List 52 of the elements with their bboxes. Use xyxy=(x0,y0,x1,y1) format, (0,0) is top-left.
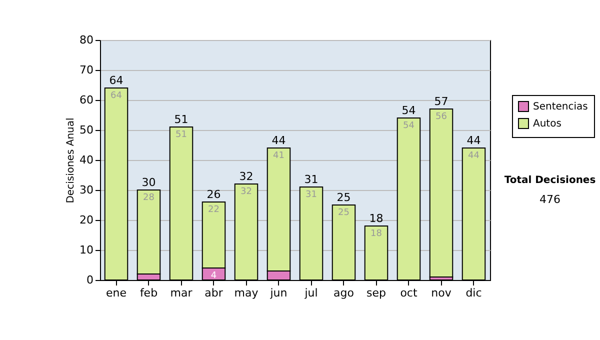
x-tick-label: feb xyxy=(140,286,158,300)
y-tick-label: 80 xyxy=(80,34,94,46)
x-tick-label: mar xyxy=(170,286,193,300)
data-label: 25 xyxy=(338,208,350,218)
total-label: 32 xyxy=(239,170,254,183)
data-label: 22 xyxy=(208,205,220,215)
y-tick-label: 40 xyxy=(80,154,94,166)
y-tick-label: 70 xyxy=(80,64,94,76)
x-tick-label: jun xyxy=(269,286,288,300)
x-tick-label: abr xyxy=(204,286,224,300)
y-tick-label: 10 xyxy=(80,244,94,256)
y-tick-label: 60 xyxy=(80,94,94,106)
total-label: 54 xyxy=(402,104,416,117)
y-tick-label: 0 xyxy=(86,274,94,286)
data-label: 18 xyxy=(370,229,382,239)
total-label: 51 xyxy=(174,113,188,126)
data-label: 4 xyxy=(210,271,217,281)
total-label: 31 xyxy=(304,173,318,186)
legend-label: Sentencias xyxy=(533,102,588,112)
total-label: 26 xyxy=(206,188,221,201)
total-label: 30 xyxy=(142,176,156,189)
total-label: 64 xyxy=(109,74,124,87)
x-tick-label: nov xyxy=(431,286,452,300)
text: 476 xyxy=(540,193,560,206)
total-label: 44 xyxy=(272,134,286,147)
x-tick-label: ago xyxy=(334,286,354,300)
x-tick-label: may xyxy=(234,286,259,300)
total-label: 18 xyxy=(369,212,384,225)
x-tick-label: ene xyxy=(106,286,127,300)
y-tick-label: 20 xyxy=(80,214,94,226)
data-label: 28 xyxy=(143,193,155,203)
data-label: 64 xyxy=(110,91,122,101)
x-tick-label: sep xyxy=(366,286,386,300)
data-label: 54 xyxy=(403,121,415,131)
y-axis-title: Decisiones Anual xyxy=(66,118,77,204)
data-label: 32 xyxy=(240,187,252,197)
data-label: 51 xyxy=(176,130,187,140)
total-label: 44 xyxy=(466,134,481,147)
data-label: 41 xyxy=(273,151,284,161)
x-tick-label: oct xyxy=(400,286,418,300)
y-tick-label: 50 xyxy=(80,124,94,136)
bar xyxy=(429,108,454,278)
total-label: 25 xyxy=(336,191,351,204)
text: Total Decisiones xyxy=(504,175,596,186)
x-tick-label: jul xyxy=(304,286,318,300)
legend-label: Autos xyxy=(533,118,562,130)
data-label: 44 xyxy=(468,151,480,161)
y-tick-label: 30 xyxy=(80,184,94,196)
data-label: 31 xyxy=(306,190,317,200)
data-label: 56 xyxy=(436,112,448,122)
x-tick-label: dic xyxy=(466,286,482,300)
total-label: 57 xyxy=(434,95,448,108)
